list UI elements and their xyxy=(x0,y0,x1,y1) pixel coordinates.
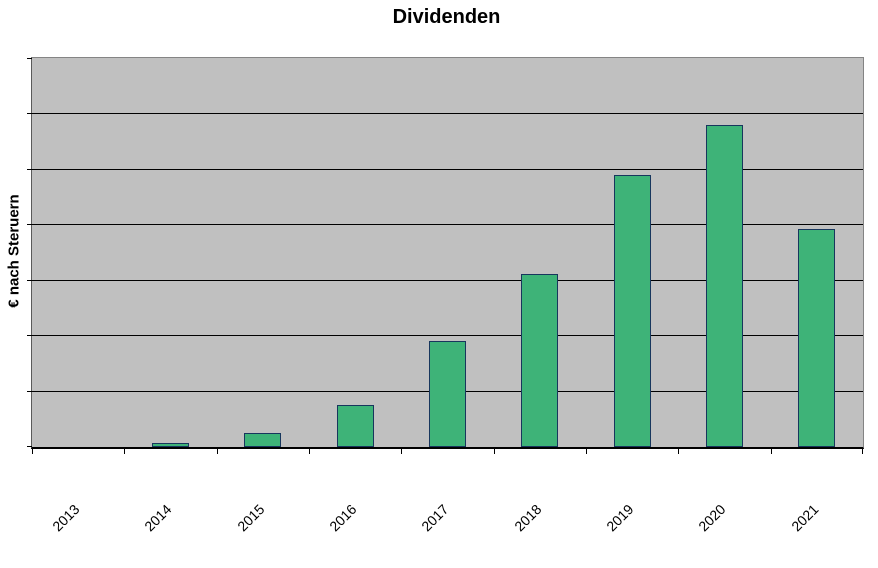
chart-title: Dividenden xyxy=(392,6,501,28)
gridline xyxy=(32,168,863,170)
x-tick-label-2019: 2019 xyxy=(603,501,637,535)
x-tick-label-2017: 2017 xyxy=(418,501,452,535)
x-tick-label-2014: 2014 xyxy=(141,501,175,535)
bar-2020 xyxy=(706,125,743,447)
y-axis-tick xyxy=(27,390,32,392)
y-axis-tick xyxy=(27,58,32,59)
bar-2021 xyxy=(798,229,836,447)
x-axis-tick xyxy=(124,449,126,454)
bar-2016 xyxy=(336,405,374,447)
bar-2014 xyxy=(152,443,189,447)
y-axis-label: € nach Steruern xyxy=(5,194,23,308)
x-axis-tick xyxy=(32,449,33,454)
y-axis-tick xyxy=(27,446,32,447)
x-axis-tick xyxy=(678,449,680,454)
x-axis-tick xyxy=(216,449,218,454)
x-tick-label-2020: 2020 xyxy=(695,501,729,535)
x-axis-tick xyxy=(309,449,310,454)
bar-2019 xyxy=(613,175,651,447)
x-tick-label-2018: 2018 xyxy=(510,501,545,535)
plot-area xyxy=(27,57,864,454)
bar-2017 xyxy=(429,341,466,447)
x-axis-tick xyxy=(401,449,403,454)
y-axis-tick xyxy=(27,224,32,226)
gridline xyxy=(32,279,863,281)
bar-2015 xyxy=(244,433,282,447)
x-tick-label-2013: 2013 xyxy=(49,501,83,535)
y-axis-tick xyxy=(27,335,32,337)
x-tick-label-2015: 2015 xyxy=(233,501,268,535)
x-axis-tick xyxy=(586,449,587,454)
y-axis-tick xyxy=(27,279,32,281)
x-tick-label-2016: 2016 xyxy=(326,501,360,535)
x-axis-tick xyxy=(770,449,772,454)
gridline xyxy=(32,224,863,226)
x-axis-tick xyxy=(862,449,863,454)
x-axis-tick xyxy=(493,449,495,454)
y-axis-tick xyxy=(27,168,32,170)
x-axis-labels: 2013 2014 2015 2016 2017 2018 2019 2020 2021 xyxy=(31,446,862,568)
gridline xyxy=(32,113,863,115)
gridline xyxy=(32,335,863,337)
y-axis-tick xyxy=(27,113,32,115)
bar-2018 xyxy=(521,274,559,447)
x-tick-label-2021: 2021 xyxy=(787,501,822,535)
